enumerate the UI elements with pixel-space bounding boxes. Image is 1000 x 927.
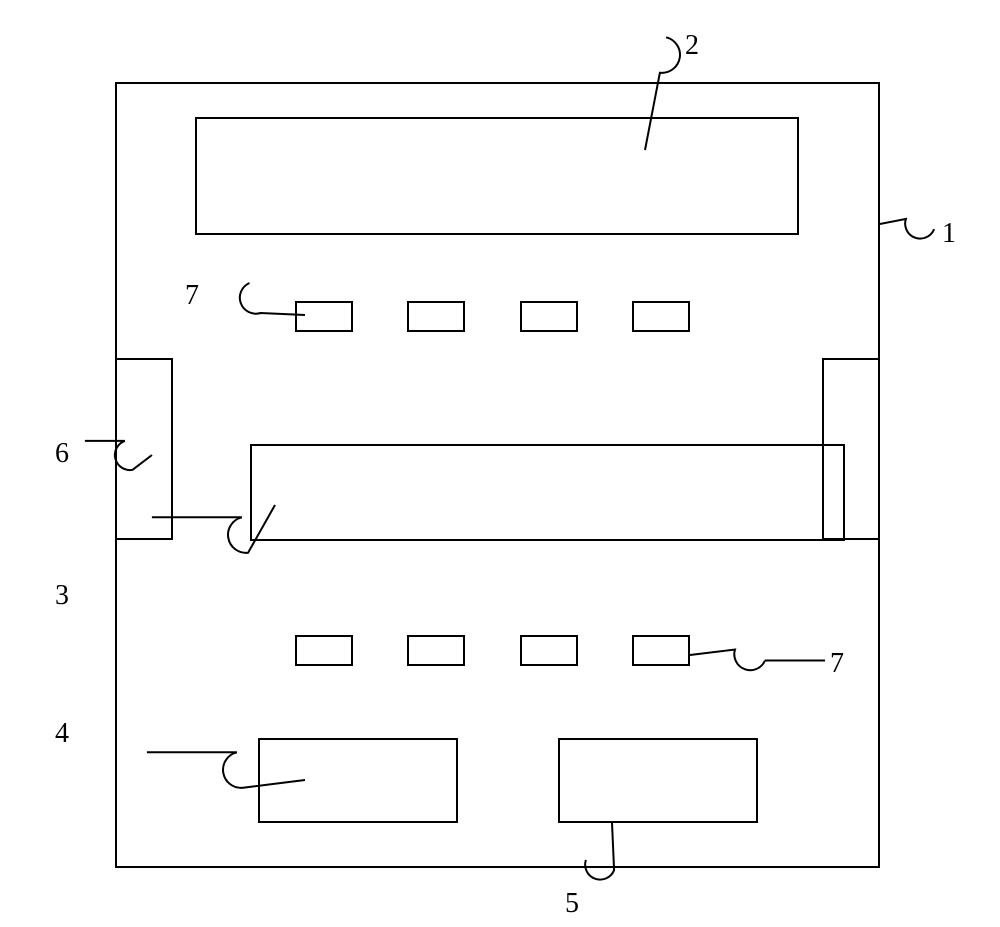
lead-1	[880, 219, 934, 239]
label-6: 6	[55, 438, 69, 470]
label-7-top: 7	[185, 280, 199, 312]
label-4: 4	[55, 718, 69, 750]
rect-7-bot-a	[295, 635, 353, 666]
label-3: 3	[55, 580, 69, 612]
rect-7-bot-c	[520, 635, 578, 666]
rect-7-top-c	[520, 301, 578, 332]
label-2: 2	[685, 30, 699, 62]
label-1: 1	[942, 218, 956, 250]
rect-7-top-a	[295, 301, 353, 332]
rect-6-left	[115, 358, 173, 540]
rect-6-right	[822, 358, 880, 540]
rect-2	[195, 117, 799, 235]
rect-3	[250, 444, 845, 541]
rect-7-bot-d	[632, 635, 690, 666]
diagram-canvas: 1 2 3 4 5 6 7 7	[0, 0, 1000, 922]
label-7-bot: 7	[830, 648, 844, 680]
label-5: 5	[565, 888, 579, 920]
rect-5	[558, 738, 758, 823]
rect-4	[258, 738, 458, 823]
rect-7-top-b	[407, 301, 465, 332]
rect-7-bot-b	[407, 635, 465, 666]
rect-7-top-d	[632, 301, 690, 332]
